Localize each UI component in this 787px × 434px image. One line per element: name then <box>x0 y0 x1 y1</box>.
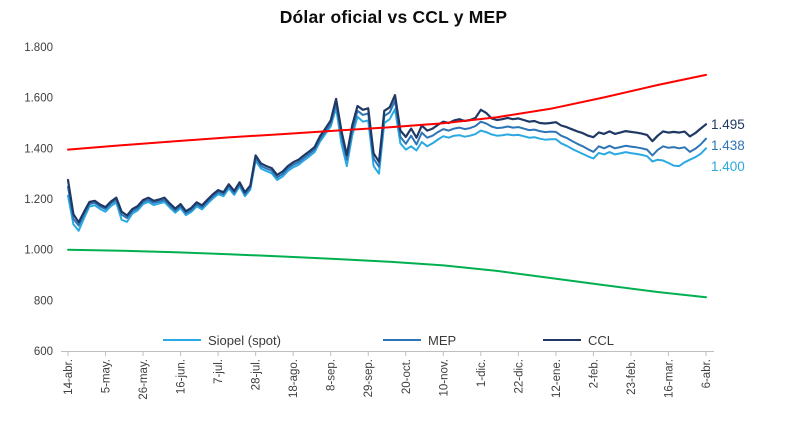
legend-swatch-mep <box>383 338 421 342</box>
series-line-siopel <box>67 106 707 232</box>
y-axis-label: 1.000 <box>24 245 53 257</box>
x-axis-label: 5-may. <box>101 359 113 393</box>
y-axis-label: 800 <box>34 295 53 307</box>
y-axis-label: 600 <box>34 346 53 358</box>
legend-label-siopel: Siopel (spot) <box>208 332 281 348</box>
x-axis-label: 10-nov. <box>438 359 450 397</box>
legend-item-ccl: CCL <box>543 331 614 349</box>
x-axis-label: 20-oct. <box>401 359 413 394</box>
x-axis-label: 22-dic. <box>513 359 525 394</box>
end-label-ccl: 1.495 <box>711 117 745 132</box>
legend-label-ccl: CCL <box>588 332 615 348</box>
x-axis-label: 12-ene. <box>551 359 563 398</box>
x-axis-label: 7-jul. <box>213 359 225 384</box>
y-axis-label: 1.600 <box>24 93 53 105</box>
x-axis-label: 6-abr. <box>701 359 713 388</box>
x-axis-label: 14-abr. <box>63 359 75 395</box>
x-axis-label: 2-feb. <box>588 359 600 388</box>
series-line-ccl <box>66 93 708 224</box>
y-axis-label: 1.200 <box>24 194 53 206</box>
x-axis-label: 23-feb. <box>626 359 638 395</box>
x-axis-label: 1-dic. <box>476 359 488 387</box>
end-label-mep: 1.438 <box>711 138 745 153</box>
x-axis-label: 18-ago. <box>288 359 300 398</box>
legend-item-siopel: Siopel (spot) <box>163 331 281 349</box>
x-axis-label: 16-mar. <box>663 359 675 398</box>
legend-item-mep: MEP <box>383 331 456 349</box>
x-axis-label: 28-jul. <box>251 359 263 390</box>
chart-title: Dólar oficial vs CCL y MEP <box>279 7 508 27</box>
x-axis-label: 26-may. <box>138 359 150 400</box>
series-line-banda-superior <box>67 73 707 151</box>
series-line-mep <box>67 99 707 227</box>
end-label-siopel: 1.400 <box>711 159 745 174</box>
x-axis-label: 8-sep. <box>326 359 338 391</box>
legend-swatch-siopel <box>163 338 201 342</box>
x-axis-label: 16-jun. <box>176 359 188 394</box>
series-line-banda-inferior <box>67 248 707 299</box>
legend-label-mep: MEP <box>428 332 457 348</box>
y-axis-label: 1.400 <box>24 143 53 155</box>
y-axis-label: 1.800 <box>24 42 53 54</box>
x-axis-label: 29-sep. <box>363 359 375 397</box>
legend-swatch-ccl <box>543 338 581 342</box>
